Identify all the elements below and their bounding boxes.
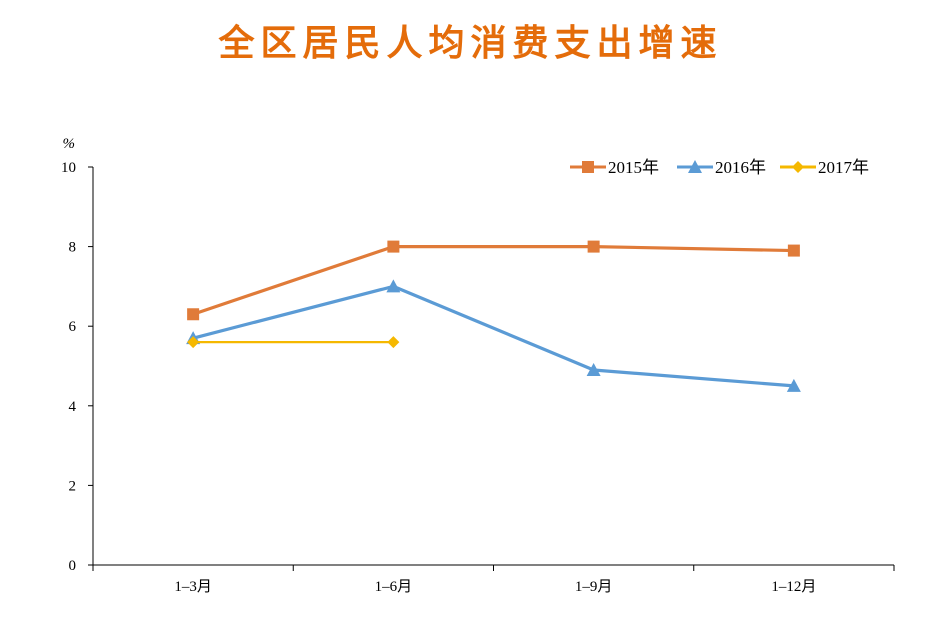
data-point bbox=[187, 336, 200, 349]
legend-item-0: 2015年 bbox=[570, 158, 659, 177]
legend-swatch-marker bbox=[688, 160, 702, 173]
data-point bbox=[387, 336, 400, 349]
data-point bbox=[386, 279, 401, 293]
data-point bbox=[187, 308, 200, 321]
y-axis-unit-label: % bbox=[63, 136, 76, 152]
x-tick-label: 1–6月 bbox=[375, 579, 413, 595]
y-tick-label: 6 bbox=[69, 319, 77, 335]
data-point bbox=[786, 378, 801, 392]
y-tick-label: 2 bbox=[69, 478, 77, 494]
data-point bbox=[587, 240, 600, 253]
legend-item-2: 2017年 bbox=[780, 158, 869, 177]
data-point bbox=[387, 240, 400, 253]
x-tick-label: 1–3月 bbox=[174, 579, 212, 595]
axes: 0 2 4 6 8 10% 1–3月 1–6月 1–9月 1–12月 bbox=[61, 136, 895, 595]
legend-label: 2017年 bbox=[818, 158, 869, 177]
series-line bbox=[192, 245, 794, 316]
data-point bbox=[787, 244, 800, 257]
legend-label: 2016年 bbox=[715, 158, 766, 177]
legend-label: 2015年 bbox=[608, 158, 659, 177]
series-1 bbox=[186, 279, 801, 392]
y-tick-label: 4 bbox=[69, 399, 77, 415]
series-layer bbox=[186, 240, 801, 392]
x-tick-label: 1–12月 bbox=[771, 579, 816, 595]
legend-swatch-marker bbox=[792, 161, 804, 173]
chart-title: 全区居民人均消费支出增速 bbox=[218, 22, 723, 64]
y-tick-label: 0 bbox=[69, 558, 77, 574]
x-tick-label: 1–9月 bbox=[575, 579, 613, 595]
series-0 bbox=[187, 240, 800, 321]
legend: 2015年 2016年 2017年 bbox=[570, 158, 869, 177]
legend-item-1: 2016年 bbox=[677, 158, 766, 177]
y-tick-label: 10 bbox=[61, 160, 76, 176]
series-2 bbox=[187, 336, 400, 349]
legend-swatch-marker bbox=[582, 161, 594, 173]
series-line bbox=[192, 284, 795, 388]
data-point bbox=[586, 362, 601, 376]
y-tick-label: 8 bbox=[69, 240, 77, 256]
